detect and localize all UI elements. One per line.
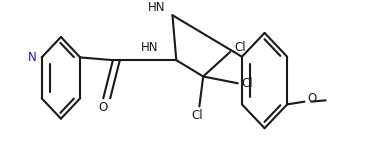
Text: Cl: Cl (241, 77, 253, 90)
Text: Cl: Cl (234, 41, 246, 54)
Text: Cl: Cl (192, 110, 203, 122)
Text: HN: HN (140, 41, 158, 54)
Text: HN: HN (148, 1, 166, 13)
Text: O: O (308, 92, 317, 105)
Text: N: N (27, 51, 36, 64)
Text: O: O (99, 101, 108, 114)
